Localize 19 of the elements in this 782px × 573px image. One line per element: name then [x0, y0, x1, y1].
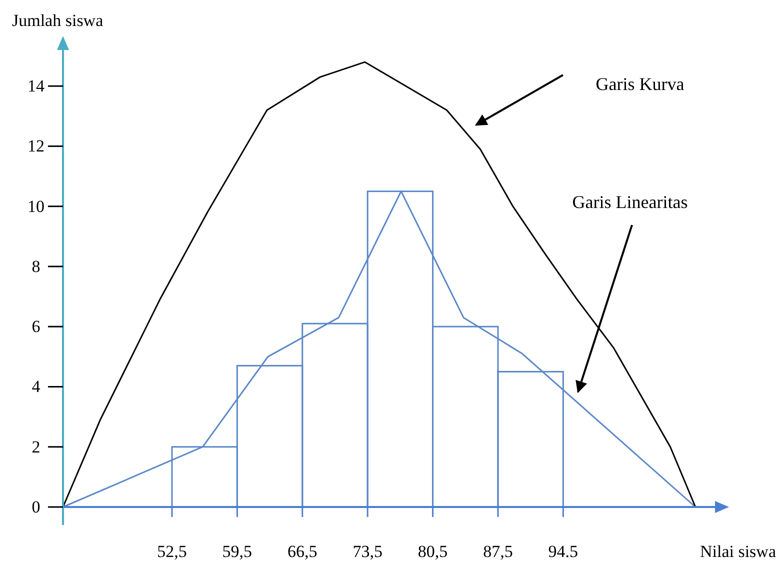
- x-tick-label: 59,5: [222, 542, 252, 561]
- y-tick-label: 2: [32, 437, 40, 456]
- x-tick-label: 66,5: [288, 542, 318, 561]
- x-tick-label: 94.5: [548, 542, 578, 561]
- y-tick-label: 10: [28, 196, 44, 216]
- y-tick-label: 0: [32, 497, 40, 516]
- y-tick-label: 12: [28, 136, 44, 156]
- annotation: Garis Kurva: [596, 74, 684, 94]
- y-tick-label: 8: [32, 256, 40, 276]
- x-tick-label: 80,5: [418, 542, 448, 561]
- y-tick-label: 4: [32, 377, 41, 396]
- x-tick-label: 52,5: [157, 542, 187, 561]
- y-tick-label: 14: [28, 76, 45, 96]
- annotation: Garis Linearitas: [572, 192, 688, 212]
- x-tick-label: 87,5: [483, 542, 513, 561]
- y-tick-label: 6: [32, 317, 40, 336]
- y-axis-title: Jumlah siswa: [12, 11, 104, 30]
- x-axis-title: Nilai siswa: [700, 542, 776, 561]
- x-tick-label: 73,5: [352, 542, 382, 561]
